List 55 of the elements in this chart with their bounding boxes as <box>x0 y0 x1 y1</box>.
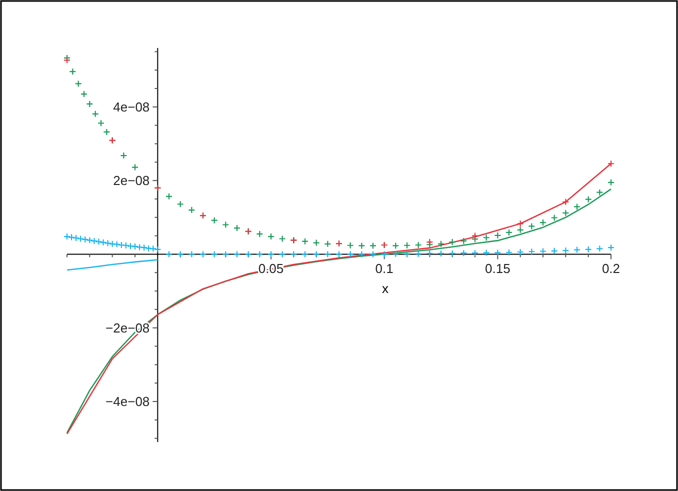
point <box>233 224 241 232</box>
point <box>358 242 366 250</box>
point <box>403 242 411 249</box>
point <box>97 120 105 127</box>
point <box>312 239 320 246</box>
point <box>256 230 264 238</box>
point <box>131 164 139 171</box>
x-tick-label: 0.15 <box>485 261 510 276</box>
point <box>103 128 110 136</box>
x-tick-label: 0.1 <box>375 261 394 276</box>
point <box>392 242 400 250</box>
point <box>516 220 524 228</box>
point <box>74 80 82 88</box>
point <box>596 188 604 196</box>
point <box>210 216 218 224</box>
point <box>550 214 558 222</box>
point <box>494 232 502 239</box>
point <box>539 218 547 226</box>
point <box>324 240 332 248</box>
point <box>584 196 592 203</box>
point <box>562 198 570 206</box>
point <box>346 242 354 249</box>
point <box>573 203 581 210</box>
point <box>301 238 309 245</box>
point <box>278 235 286 242</box>
point <box>165 192 173 200</box>
point <box>448 238 456 246</box>
point <box>437 240 445 248</box>
point <box>176 200 184 208</box>
point <box>505 228 513 236</box>
point <box>414 241 422 249</box>
line-series <box>66 259 158 271</box>
point <box>120 152 128 160</box>
x-axis-title: x <box>382 281 389 296</box>
point <box>607 178 615 186</box>
y-tick-label: 4e−08 <box>113 99 150 114</box>
point <box>69 68 76 76</box>
point <box>471 232 479 240</box>
point <box>63 56 71 64</box>
y-tick-label: −4e−08 <box>106 394 150 410</box>
point <box>460 237 468 244</box>
x-tick-label: 0.2 <box>602 261 620 276</box>
point <box>369 242 377 250</box>
y-tick-label: 2e−08 <box>113 173 150 188</box>
point <box>80 90 88 98</box>
point <box>188 206 196 214</box>
point <box>426 238 434 246</box>
point <box>267 232 275 240</box>
point <box>482 234 490 242</box>
point <box>92 110 99 118</box>
point <box>86 100 94 108</box>
point <box>562 209 570 217</box>
point <box>222 221 230 228</box>
point <box>516 226 524 234</box>
point <box>528 222 536 230</box>
